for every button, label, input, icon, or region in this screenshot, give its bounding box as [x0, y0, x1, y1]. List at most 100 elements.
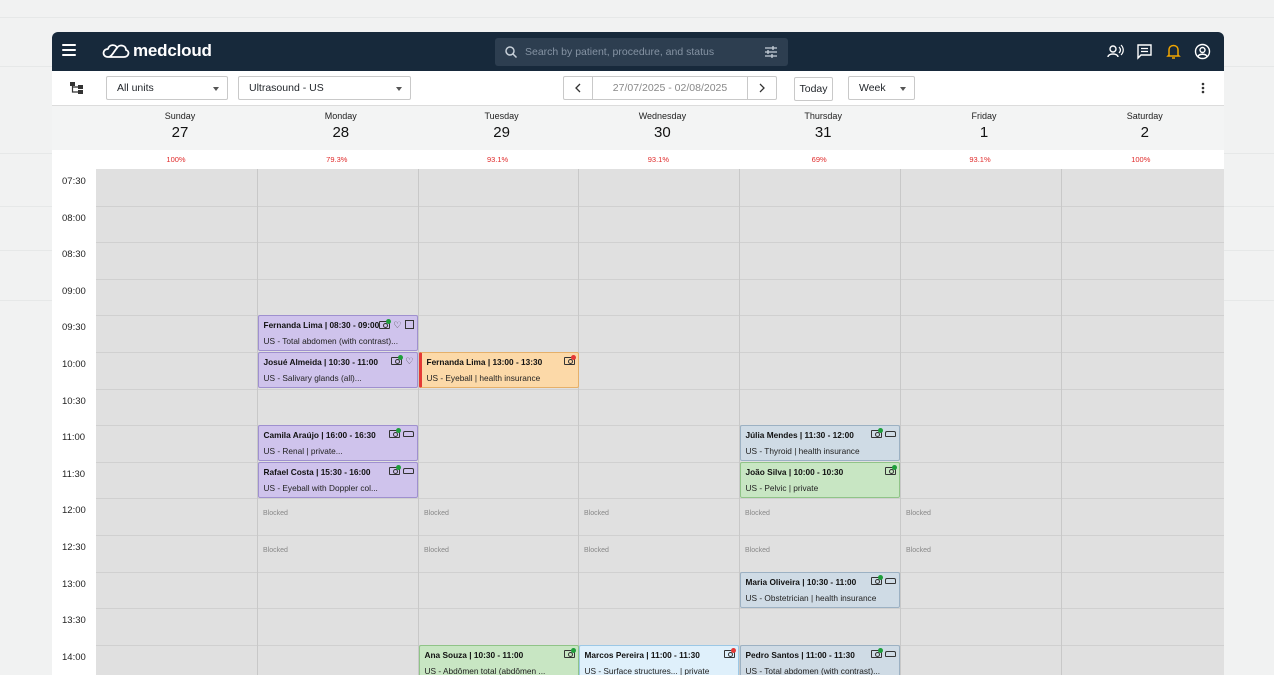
appointment-card[interactable]: Marcos Pereira | 11:00 - 11:30 US - Surfa…	[578, 645, 739, 675]
payment-icon	[563, 355, 576, 365]
toolbar: All units Ultrasound - US 27/07/2025 - 0…	[52, 71, 1224, 106]
appointment-icons	[563, 648, 576, 658]
day-header-thursday[interactable]: Thursday 31	[743, 106, 903, 150]
more-options-icon[interactable]	[1198, 81, 1208, 95]
modality-select[interactable]: Ultrasound - US	[238, 76, 411, 100]
appointment-title: Marcos Pereira | 11:00 - 11:30	[584, 650, 700, 660]
day-name: Saturday	[1126, 111, 1163, 121]
occupancy-percentage: 93.1%	[486, 155, 509, 164]
appointment-card[interactable]: Rafael Costa | 15:30 - 16:00 US - Eyeball…	[257, 462, 418, 498]
grid-line	[96, 315, 1224, 316]
appointment-card[interactable]: Josué Almeida | 10:30 - 11:00 US - Saliva…	[257, 352, 418, 388]
appointment-title: Josué Almeida | 10:30 - 11:00	[263, 357, 379, 367]
appointment-title: Rafael Costa | 15:30 - 16:00	[263, 467, 371, 477]
next-week-button[interactable]	[747, 76, 777, 100]
logo-text: medcloud	[133, 41, 212, 60]
appointment-card[interactable]: Camila Araújo | 16:00 - 16:30 US - Renal …	[257, 425, 418, 461]
day-header-sunday[interactable]: Sunday 27	[100, 106, 260, 150]
day-header: Sunday 27 Monday 28 Tuesday 29 Wednesday 30 Thur…	[52, 106, 1224, 150]
paid-status-dot	[877, 428, 883, 433]
day-header-wednesday[interactable]: Wednesday 30	[582, 106, 742, 150]
appointment-card[interactable]: Fernanda Lima | 13:00 - 13:30 US - Eyebal…	[418, 352, 579, 388]
document-icon	[404, 320, 414, 329]
appointment-title: Fernanda Lima | 13:00 - 13:30	[426, 357, 543, 367]
vehicle-icon	[402, 468, 414, 474]
appointment-icons: ♡	[391, 355, 414, 366]
time-label: 08:30	[62, 249, 86, 260]
appointment-card[interactable]: Ana Souza | 10:30 - 11:00 US - Abdômen to…	[418, 645, 579, 675]
day-name: Friday	[971, 111, 997, 121]
time-label: 07:30	[62, 176, 86, 187]
view-select[interactable]: Week	[848, 76, 915, 100]
unit-select[interactable]: All units	[106, 76, 228, 100]
search-icon	[505, 46, 518, 59]
time-label: 10:00	[62, 359, 86, 370]
appointment-procedure: US - Surface structures... | private	[584, 666, 710, 675]
time-label: 13:30	[62, 615, 86, 626]
filter-sliders-icon[interactable]	[764, 45, 778, 59]
day-date: 28	[332, 124, 350, 141]
calendar-grid[interactable]: Blocked Blocked Blocked Blocked Blocked Block…	[96, 169, 1224, 675]
patient-voice-icon[interactable]	[1107, 43, 1124, 60]
blocked-slot-label: Blocked	[263, 547, 288, 554]
day-date: 30	[654, 124, 671, 141]
appointment-icons	[870, 648, 896, 658]
day-name: Monday	[324, 111, 357, 121]
appointment-card[interactable]: Maria Oliveira | 10:30 - 11:00 US - Obste…	[739, 572, 900, 608]
paid-status-dot	[877, 648, 883, 653]
grid-line	[96, 389, 1224, 390]
grid-column-divider	[257, 169, 258, 675]
bell-icon[interactable]	[1165, 43, 1182, 60]
appointment-card[interactable]: Pedro Santos | 11:00 - 11:30 US - Total a…	[739, 645, 900, 675]
payment-icon	[723, 648, 736, 658]
paid-status-dot	[891, 465, 897, 470]
appointment-title: Pedro Santos | 11:00 - 11:30	[745, 650, 855, 660]
day-name: Thursday	[804, 111, 842, 121]
vehicle-icon	[884, 578, 896, 584]
appointment-card[interactable]: Júlia Mendes | 11:30 - 12:00 US - Thyroid…	[739, 425, 900, 461]
appointment-procedure: US - Total abdomen (with contrast)...	[263, 336, 399, 346]
date-range[interactable]: 27/07/2025 - 02/08/2025	[593, 76, 747, 100]
grid-line	[96, 206, 1224, 207]
appointment-procedure: US - Total abdomen (with contrast)...	[745, 666, 881, 675]
blocked-slot-label: Blocked	[745, 510, 770, 517]
prev-week-button[interactable]	[563, 76, 593, 100]
occupancy-row: 100% 79.3% 93.1% 93.1% 69% 93.1% 100%	[96, 150, 1224, 169]
appointment-card[interactable]: Fernanda Lima | 08:30 - 09:00 US - Total …	[257, 315, 418, 351]
day-header-tuesday[interactable]: Tuesday 29	[422, 106, 582, 150]
search-bar[interactable]	[495, 38, 788, 66]
hierarchy-icon[interactable]	[70, 81, 84, 95]
appointment-card[interactable]: João Silva | 10:00 - 10:30 US - Pelvic | …	[739, 462, 900, 498]
time-label: 14:00	[62, 652, 86, 663]
today-button[interactable]: Today	[794, 77, 833, 101]
day-header-saturday[interactable]: Saturday 2	[1065, 106, 1224, 150]
day-name: Wednesday	[638, 111, 687, 121]
day-name: Tuesday	[484, 111, 519, 121]
time-column: 07:30 08:00 08:30 09:00 09:30 10:00 10:30 11:00…	[52, 150, 96, 675]
appointment-icons	[884, 465, 897, 475]
appointment-icons	[723, 648, 736, 658]
appointment-title: Fernanda Lima | 08:30 - 09:00	[263, 320, 380, 330]
payment-icon	[870, 575, 883, 585]
grid-line	[96, 498, 1224, 499]
blocked-slot-label: Blocked	[906, 547, 931, 554]
occupancy-percentage: 69%	[811, 155, 827, 164]
chevron-down-icon	[213, 87, 219, 91]
appointment-title: Maria Oliveira | 10:30 - 11:00	[745, 577, 857, 587]
vehicle-icon	[884, 651, 896, 657]
grid-column-divider	[578, 169, 579, 675]
user-account-icon[interactable]	[1194, 43, 1211, 60]
blocked-slot-label: Blocked	[424, 510, 449, 517]
day-header-monday[interactable]: Monday 28	[261, 106, 421, 150]
payment-icon	[379, 318, 392, 329]
payment-icon	[388, 465, 401, 475]
heart-icon: ♡	[393, 319, 402, 330]
occupancy-percentage: 100%	[1131, 155, 1151, 164]
pending-status-dot	[730, 648, 736, 653]
vehicle-icon	[402, 431, 414, 437]
search-input[interactable]	[525, 46, 755, 58]
chat-icon[interactable]	[1136, 43, 1153, 60]
day-header-friday[interactable]: Friday 1	[904, 106, 1064, 150]
time-label: 13:00	[62, 579, 86, 590]
menu-icon[interactable]	[62, 44, 76, 56]
